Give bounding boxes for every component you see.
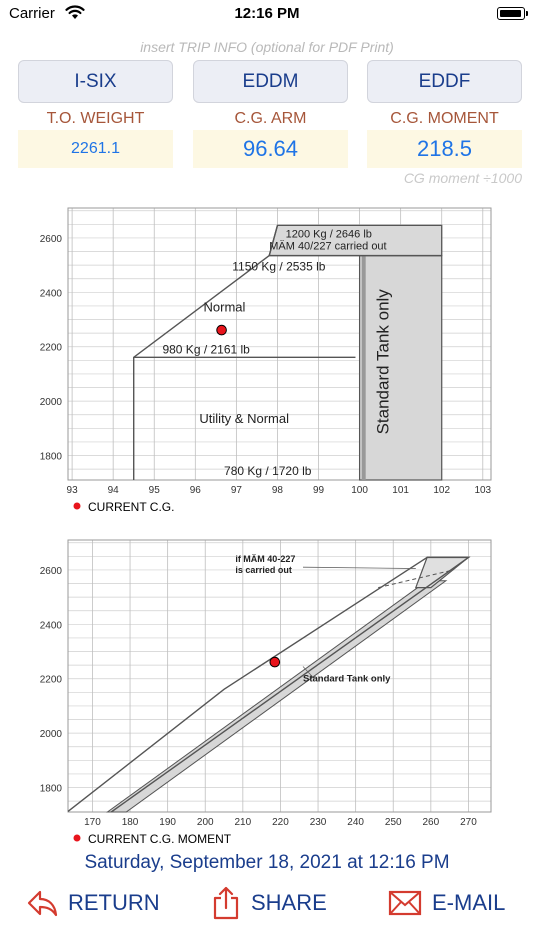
arm-value: 96.64: [193, 130, 348, 168]
mam-text-annotation: MÄM 40/227 carried out: [269, 241, 386, 253]
standard-tank-band: [105, 580, 448, 813]
cg-moment-chart: if MÄM 40-227 is carried out Standard Tank…: [0, 532, 534, 844]
trip-info-hint: insert TRIP INFO (optional for PDF Print…: [140, 39, 394, 55]
battery-icon: [497, 7, 528, 20]
status-time: 12:16 PM: [234, 5, 300, 22]
x-tick-label: 260: [422, 817, 439, 828]
return-label: RETURN: [68, 890, 160, 915]
current-cg-point: [216, 324, 227, 336]
mam-leader-line: [302, 566, 416, 569]
email-label: E-MAIL: [432, 890, 506, 915]
legend-marker: [73, 834, 81, 842]
status-bar: Carrier 12:16 PM: [0, 0, 534, 30]
email-button[interactable]: E-MAIL: [388, 884, 505, 922]
standard-tank-label: Standard Tank only: [373, 289, 392, 435]
x-tick-label: 97: [231, 485, 243, 496]
tank-leader-line: [302, 666, 315, 679]
x-tick-label: 96: [190, 485, 202, 496]
y-tick-label: 2000: [40, 729, 63, 740]
x-tick-label: 190: [159, 817, 176, 828]
x-tick-label: 270: [460, 817, 477, 828]
y-tick-label: 2600: [40, 566, 63, 577]
x-tick-label: 230: [310, 817, 327, 828]
x-tick-label: 99: [313, 485, 325, 496]
x-tick-label: 94: [108, 485, 120, 496]
x-tick-label: 220: [272, 817, 289, 828]
arm-label: C.G. ARM: [234, 110, 307, 127]
y-tick-label: 1800: [40, 784, 63, 795]
wifi-icon: [65, 5, 85, 25]
mtow-annotation: 1150 Kg / 2535 lb: [232, 260, 326, 274]
standard-tank-label: Standard Tank only: [303, 673, 391, 684]
envelope-outline: [67, 556, 471, 813]
min-weight-annotation: 780 Kg / 1720 lb: [224, 464, 312, 478]
trip-departure-button[interactable]: I-SIX: [18, 60, 173, 103]
mam-weight-annotation: 1200 Kg / 2646 lb: [286, 228, 372, 240]
y-tick-label: 1800: [40, 452, 63, 463]
x-tick-label: 200: [197, 817, 214, 828]
y-tick-label: 2400: [40, 620, 63, 631]
standard-tank-region: [358, 254, 443, 481]
moment-unit-note: CG moment ÷1000: [403, 170, 522, 186]
carrier-label: Carrier: [9, 5, 55, 22]
x-tick-label: 250: [385, 817, 402, 828]
legend-marker: [73, 502, 81, 510]
x-tick-label: 100: [351, 485, 368, 496]
mail-icon: [388, 890, 422, 916]
x-tick-label: 103: [474, 485, 491, 496]
x-tick-label: 101: [392, 485, 409, 496]
weight-value: 2261.1: [18, 130, 173, 168]
envelope-forward-limit: [133, 225, 279, 480]
legend-label: CURRENT C.G. MOMENT: [88, 832, 232, 844]
weight-label: T.O. WEIGHT: [46, 110, 145, 127]
y-tick-label: 2000: [40, 397, 63, 408]
mam-annotation-line2: is carried out: [235, 565, 292, 575]
x-tick-label: 98: [272, 485, 284, 496]
cg-arm-chart: 1200 Kg / 2646 lb MÄM 40/227 carried out 1…: [0, 200, 534, 520]
moment-value: 218.5: [367, 130, 522, 168]
y-tick-label: 2200: [40, 343, 63, 354]
mam-dashed-line: [378, 569, 454, 589]
date-timestamp: Saturday, September 18, 2021 at 12:16 PM: [84, 852, 450, 873]
return-arrow-icon: [27, 890, 58, 917]
share-label: SHARE: [251, 890, 327, 915]
plot-frame: [67, 207, 492, 481]
x-tick-label: 170: [84, 817, 101, 828]
x-tick-label: 180: [122, 817, 139, 828]
share-button[interactable]: SHARE: [211, 884, 327, 922]
plot-frame: [67, 539, 492, 813]
return-button[interactable]: RETURN: [26, 884, 160, 922]
x-tick-label: 93: [67, 485, 79, 496]
battery-level: [499, 9, 521, 17]
x-tick-label: 210: [234, 817, 251, 828]
trip-destination-button[interactable]: EDDM: [193, 60, 348, 103]
legend-label: CURRENT C.G.: [88, 500, 174, 514]
trip-alternate-button[interactable]: EDDF: [367, 60, 522, 103]
normal-category-label: Normal: [204, 299, 246, 314]
normal-weight-annotation: 980 Kg / 2161 lb: [162, 342, 250, 356]
utility-category-label: Utility & Normal: [199, 411, 289, 426]
y-tick-label: 2200: [40, 675, 63, 686]
share-icon: [213, 886, 239, 920]
x-tick-label: 240: [347, 817, 364, 828]
y-tick-label: 2600: [40, 234, 63, 245]
x-tick-label: 95: [149, 485, 161, 496]
x-tick-label: 102: [433, 485, 450, 496]
y-tick-label: 2400: [40, 288, 63, 299]
mam-annotation-line1: if MÄM 40-227: [235, 554, 295, 564]
current-cg-point: [269, 656, 281, 668]
moment-label: C.G. MOMENT: [390, 110, 499, 127]
